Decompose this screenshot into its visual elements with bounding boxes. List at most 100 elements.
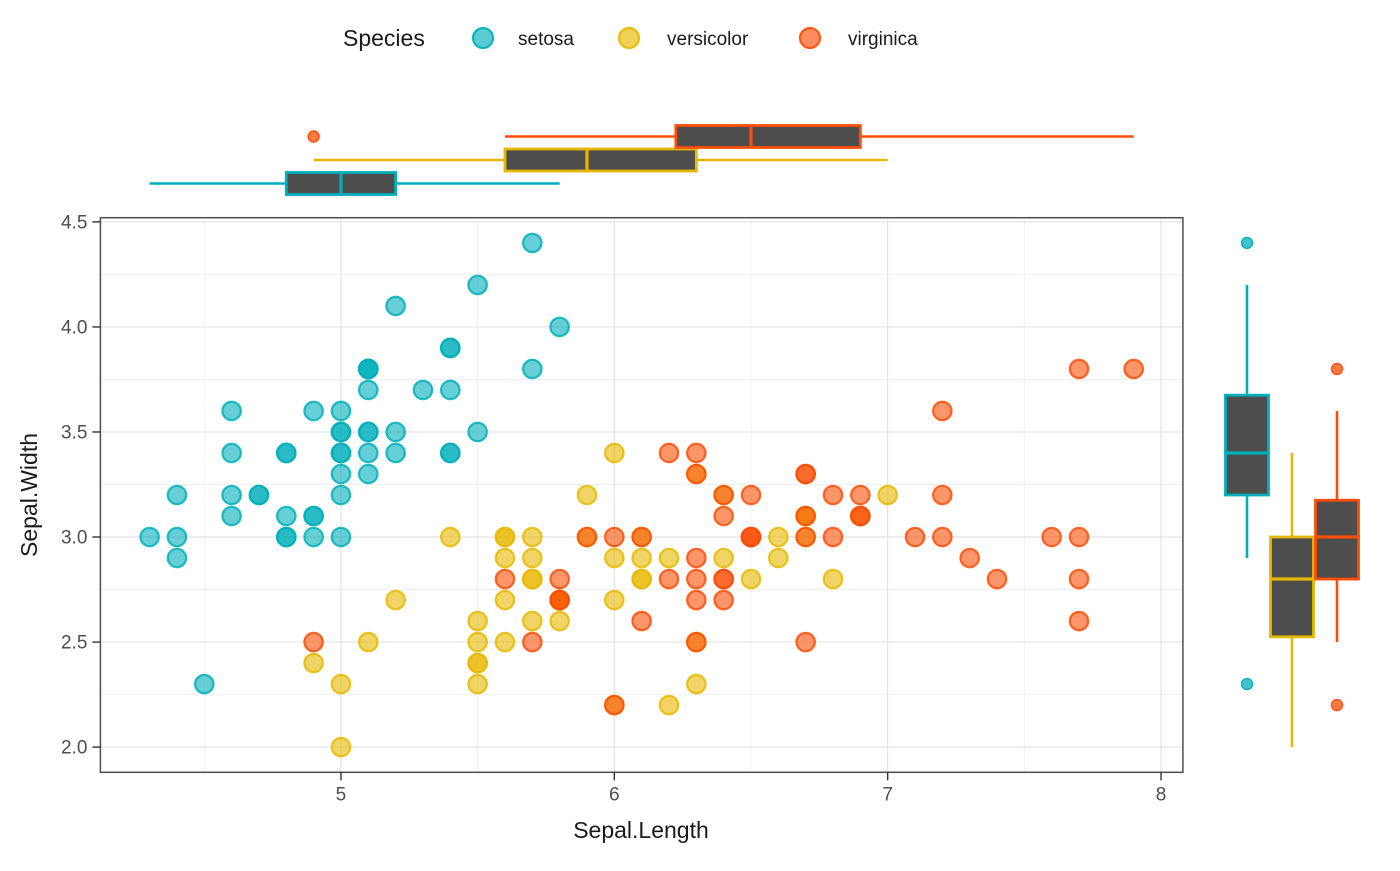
scatter-point-setosa (275, 505, 297, 527)
scatter-point-setosa (166, 526, 188, 548)
scatter-point-setosa (412, 379, 434, 401)
scatter-point-versicolor (631, 568, 652, 590)
y-tick-label: 4.0 (61, 317, 87, 338)
boxplot-outlier-virginica (1330, 698, 1344, 712)
scatter-point-virginica (522, 631, 543, 653)
boxplot-outlier-virginica (1330, 362, 1344, 376)
boxplot-box-virginica (1314, 498, 1360, 581)
scatter-point-virginica (713, 568, 734, 590)
scatter-point-virginica (959, 547, 980, 569)
scatter-point-setosa (303, 400, 324, 422)
legend-title: Species (343, 25, 425, 51)
legend-label-virginica: virginica (848, 29, 918, 50)
legend-entries: setosa versicolor virginica (471, 26, 918, 50)
scatter-point-versicolor (522, 547, 543, 569)
scatter-point-setosa (221, 505, 242, 527)
scatter-point-virginica (631, 526, 652, 548)
scatter-point-virginica (1068, 568, 1090, 590)
scatter-point-setosa (166, 547, 188, 569)
scatter-point-virginica (658, 568, 680, 590)
scatter-point-setosa (357, 421, 379, 443)
scatter-point-setosa (303, 526, 324, 548)
scatter-point-virginica (713, 484, 734, 506)
scatter-point-versicolor (822, 568, 844, 590)
boxplot-outlier-setosa (1240, 236, 1254, 250)
scatter-point-virginica (686, 442, 707, 464)
scatter-point-virginica (795, 463, 816, 485)
scatter-point-setosa (248, 484, 270, 506)
scatter-point-virginica (713, 589, 734, 611)
scatter-point-virginica (686, 463, 707, 485)
scatter-point-virginica (1068, 526, 1090, 548)
y-tick-label: 4.5 (61, 212, 87, 233)
scatter-point-virginica (631, 610, 652, 632)
scatter-point-virginica (686, 589, 707, 611)
scatter-point-versicolor (467, 610, 488, 632)
scatter-point-versicolor (713, 547, 734, 569)
scatter-point-versicolor (631, 547, 652, 569)
scatter-point-virginica (795, 631, 816, 653)
scatter-point-virginica (303, 631, 324, 653)
scatter-point-virginica (932, 400, 953, 422)
legend-label-setosa: setosa (518, 29, 574, 50)
scatter-point-virginica (686, 547, 707, 569)
scatter-point-virginica (686, 568, 707, 590)
scatter-point-virginica (494, 568, 516, 590)
scatter-point-virginica (686, 631, 707, 653)
scatter-point-versicolor (494, 589, 516, 611)
scatter-point-versicolor (330, 673, 352, 695)
scatter-point-virginica (604, 526, 625, 548)
scatter-point-setosa (303, 505, 324, 527)
scatter-point-versicolor (522, 610, 543, 632)
top-marginal-boxplots (149, 124, 1134, 196)
scatter-point-virginica (932, 484, 953, 506)
scatter-point-virginica (1068, 610, 1090, 632)
boxplot-box-virginica (674, 124, 862, 149)
boxplot-box-versicolor (1269, 535, 1315, 639)
scatter-point-setosa (193, 673, 215, 695)
scatter-point-setosa (330, 421, 352, 443)
legend-key-virginica (798, 26, 822, 50)
scatter-point-setosa (166, 484, 188, 506)
scatter-point-setosa (330, 400, 352, 422)
scatter-point-versicolor (576, 484, 598, 506)
scatter-point-setosa (221, 484, 242, 506)
scatter-point-setosa (522, 232, 543, 254)
scatter-point-versicolor (467, 652, 488, 674)
scatter-point-virginica (932, 526, 953, 548)
scatter-point-setosa (330, 526, 352, 548)
x-tick-label: 8 (1156, 784, 1167, 805)
panel-border (99, 216, 1184, 774)
scatter-point-versicolor (522, 568, 543, 590)
y-tick-label: 2.0 (61, 738, 87, 759)
x-axis: 5 6 7 8 (336, 772, 1167, 805)
scatter-point-versicolor (330, 736, 352, 758)
scatter-point-setosa (385, 421, 406, 443)
scatter-point-setosa (467, 421, 488, 443)
scatter-point-versicolor (494, 547, 516, 569)
scatter-point-versicolor (740, 568, 762, 590)
x-tick-label: 7 (882, 784, 893, 805)
x-tick-label: 6 (609, 784, 620, 805)
scatter-point-versicolor (549, 610, 570, 632)
scatter-point-virginica (1123, 358, 1144, 380)
scatter-point-virginica (740, 484, 762, 506)
x-axis-title: Sepal.Length (573, 817, 709, 843)
scatter-point-setosa (439, 337, 461, 359)
scatter-point-versicolor (385, 589, 406, 611)
scatter-point-virginica (740, 526, 762, 548)
legend-label-versicolor: versicolor (667, 29, 749, 50)
legend: Species setosa versicolor virginica (343, 25, 918, 51)
scatter-point-versicolor (768, 526, 789, 548)
scatter-point-setosa (385, 442, 406, 464)
right-marginal-boxplots (1224, 236, 1360, 748)
scatter-point-virginica (604, 694, 625, 716)
scatter-point-virginica (795, 505, 816, 527)
scatter-point-setosa (385, 295, 406, 317)
scatter-point-virginica (850, 505, 871, 527)
scatter-point-versicolor (604, 547, 625, 569)
boxplot-outlier-setosa (1240, 677, 1254, 691)
scatter-point-virginica (576, 526, 598, 548)
